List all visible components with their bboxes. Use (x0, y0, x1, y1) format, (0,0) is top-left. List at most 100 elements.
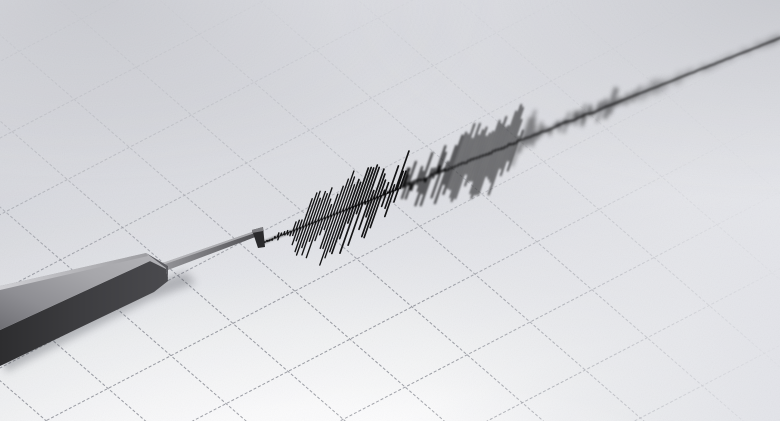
trace-stroke (384, 191, 392, 210)
trace-stroke (422, 151, 434, 181)
trace-stroke (351, 181, 362, 209)
trace-stroke (295, 224, 308, 256)
trace-stroke (322, 213, 336, 250)
trace-stroke (277, 235, 280, 241)
trace-stroke (649, 80, 654, 91)
trace-stroke (292, 229, 296, 237)
trace-stroke (638, 92, 643, 102)
trace-stroke (414, 177, 426, 207)
trace-stroke (558, 124, 562, 133)
trace-stroke (464, 158, 476, 187)
arm-drop-shadow (0, 272, 196, 372)
trace-stroke (289, 230, 293, 237)
trace-stroke (605, 104, 612, 120)
trace-stroke (663, 82, 668, 92)
trace-stroke (391, 184, 396, 193)
trace-stroke (630, 95, 633, 103)
trace-stroke (320, 187, 333, 221)
trace-stroke (506, 141, 519, 172)
trace-stroke (308, 220, 317, 242)
trace-stroke (295, 226, 302, 242)
trace-stroke (301, 223, 311, 249)
trace-stroke (623, 98, 627, 106)
trace-stroke (450, 134, 464, 169)
trace-stroke (279, 232, 283, 237)
trace-stroke (447, 144, 458, 171)
trace-stroke (326, 203, 333, 218)
trace-stroke (484, 130, 494, 156)
trace-stroke (496, 126, 507, 151)
trace-stroke (394, 150, 410, 192)
trace-stroke (500, 125, 510, 150)
trace-stroke (414, 181, 417, 185)
trace-stroke (645, 89, 649, 98)
trace-stroke (503, 110, 518, 148)
trace-stroke (611, 88, 619, 105)
trace-stroke (430, 171, 442, 199)
trace-stroke (432, 174, 435, 179)
trace-stroke (310, 197, 321, 225)
trace-stroke (531, 124, 537, 137)
trace-stroke (588, 106, 592, 115)
trace-stroke (511, 139, 522, 167)
trace-stroke (369, 194, 383, 229)
trace-stroke (406, 160, 417, 187)
trace-stroke (323, 198, 332, 220)
trace-stroke (317, 193, 328, 222)
trace-stroke (307, 190, 321, 226)
trace-stroke (400, 167, 410, 189)
trace-stroke (655, 78, 659, 88)
trace-stroke (442, 166, 454, 195)
trace-stroke (399, 170, 407, 190)
trace-stroke (581, 114, 585, 124)
trace-stroke (580, 103, 587, 118)
trace-stroke (490, 123, 502, 153)
trace-stroke (409, 182, 414, 191)
arm-side-face (0, 261, 168, 366)
trace-stroke (335, 178, 350, 215)
trace-stroke (575, 117, 579, 126)
trace-stroke (294, 225, 305, 253)
trace-stroke (609, 103, 615, 115)
trace-stroke (345, 184, 356, 211)
trace-stroke (286, 229, 289, 234)
trace-stroke (469, 154, 485, 195)
trace-stroke (314, 218, 324, 242)
trace-stroke (449, 163, 463, 199)
trace-stroke (531, 133, 537, 148)
trace-stroke (563, 121, 568, 134)
trace-stroke (331, 208, 349, 255)
trace-stroke (295, 219, 301, 231)
trace-stroke (338, 170, 355, 214)
trace-stroke (286, 231, 290, 236)
trace-stroke (459, 123, 476, 166)
trace-stroke (596, 101, 601, 112)
trace-stroke (355, 203, 361, 215)
trace-stroke (318, 217, 327, 236)
trace-stroke (506, 104, 522, 147)
trace-stroke (382, 189, 386, 196)
trace-stroke (518, 129, 524, 142)
trace-stroke (305, 219, 321, 259)
trace-stroke (301, 222, 314, 256)
trace-stroke (526, 136, 531, 148)
trace-stroke (416, 178, 423, 193)
trace-stroke (365, 198, 373, 218)
trace-stroke (298, 219, 303, 229)
trace-stroke (757, 41, 761, 48)
trace-stroke (369, 189, 375, 201)
trace-stroke (676, 71, 681, 80)
trace-stroke (454, 160, 469, 200)
trace-stroke (524, 137, 528, 146)
trace-stroke (396, 170, 405, 191)
trace-depth-group (261, 150, 410, 266)
trace-stroke (651, 87, 655, 95)
trace-stroke (319, 212, 339, 266)
trace-stroke (469, 134, 480, 162)
trace-stroke (388, 165, 400, 194)
trace-stroke (347, 178, 360, 210)
